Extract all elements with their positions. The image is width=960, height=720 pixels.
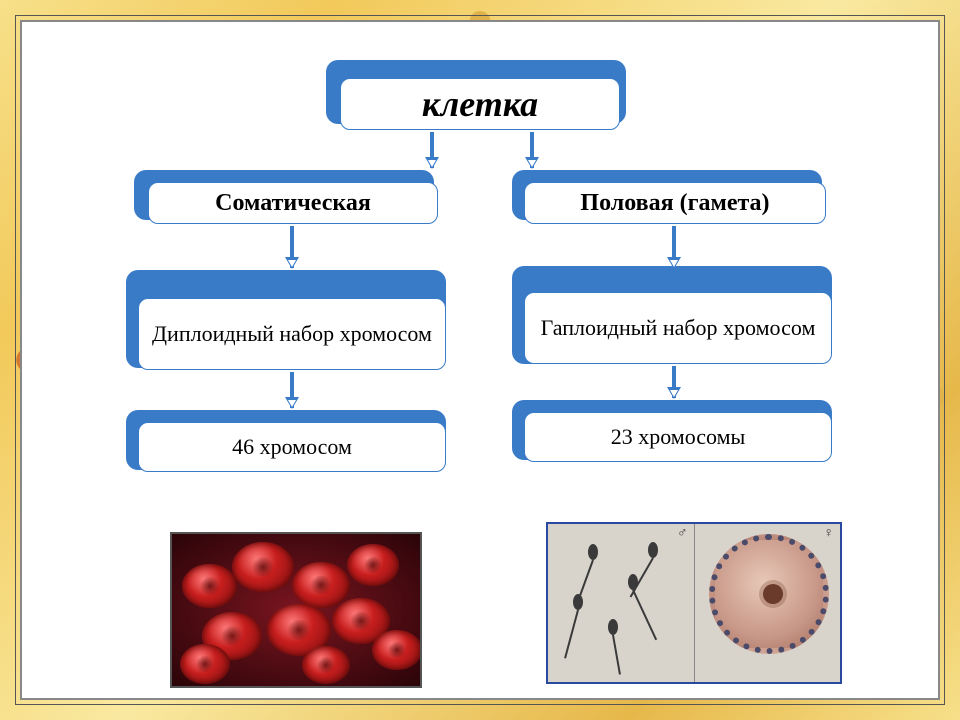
somatic-cells-image: [170, 532, 422, 688]
left-level3-label: Диплоидный набор хромосом: [152, 321, 432, 347]
arrow-right-3-4: [672, 366, 676, 398]
arrow-right-2-3: [672, 226, 676, 268]
right-level3-label: Гаплоидный набор хромосом: [541, 315, 816, 341]
male-symbol: ♂: [677, 526, 688, 542]
gamete-cells-image: ♂ ♀: [546, 522, 842, 684]
arrow-left-3-4: [290, 372, 294, 408]
arrow-left-2-3: [290, 226, 294, 268]
content-frame: клетка Соматическая Половая (гамета): [20, 20, 940, 700]
female-symbol: ♀: [824, 526, 835, 542]
left-level4-label: 46 хромосом: [232, 434, 352, 460]
root-label: клетка: [422, 83, 538, 125]
egg-cell-icon: [709, 534, 829, 654]
arrow-root-left: [430, 132, 434, 168]
left-level2-label: Соматическая: [215, 190, 371, 217]
arrow-root-right: [530, 132, 534, 168]
right-level4-label: 23 хромосомы: [611, 424, 746, 450]
right-level2-label: Половая (гамета): [580, 190, 769, 217]
ornamental-background: клетка Соматическая Половая (гамета): [0, 0, 960, 720]
